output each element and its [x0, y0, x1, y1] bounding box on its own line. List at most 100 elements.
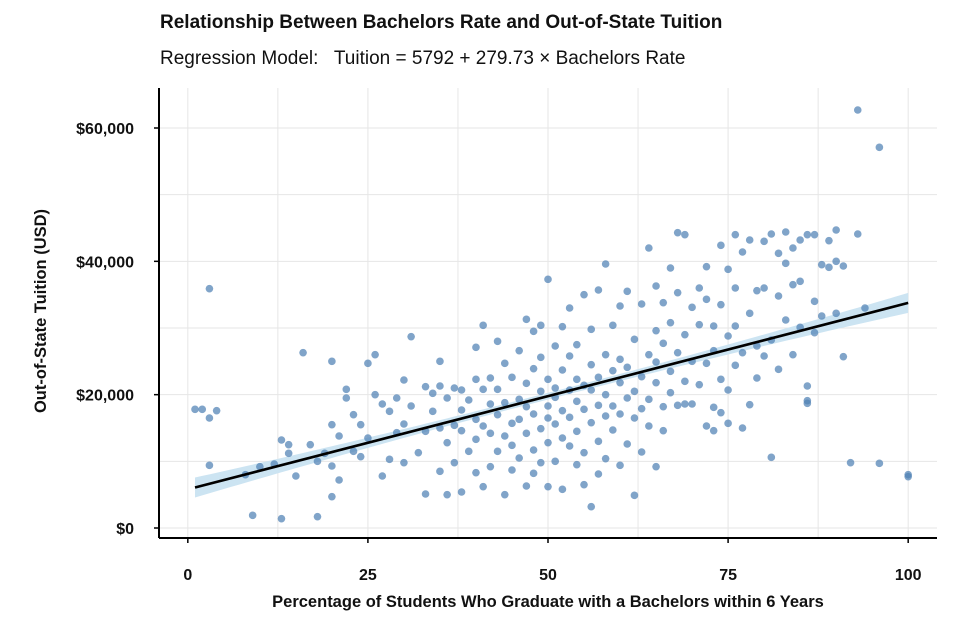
data-point — [767, 230, 776, 238]
data-point — [306, 440, 315, 449]
data-point — [536, 387, 545, 396]
data-point — [529, 469, 538, 478]
data-point — [659, 402, 668, 411]
y-axis-ticks: $0 $20,000 $40,000 $60,000 — [76, 121, 159, 538]
data-point — [753, 342, 761, 350]
data-point — [313, 512, 322, 521]
y-tick-label: $20,000 — [76, 388, 134, 405]
data-point — [544, 275, 552, 284]
data-point — [522, 429, 531, 438]
data-point — [702, 295, 711, 304]
data-point — [551, 342, 560, 350]
data-point — [457, 426, 466, 435]
data-point — [652, 282, 660, 290]
data-point — [724, 265, 732, 274]
data-point — [601, 454, 610, 463]
data-point — [861, 304, 869, 312]
data-point — [659, 426, 668, 435]
data-point — [609, 426, 617, 434]
data-point — [299, 348, 307, 357]
data-point — [522, 482, 531, 490]
data-point — [486, 429, 495, 438]
data-point — [493, 447, 502, 456]
data-point — [817, 312, 826, 320]
data-point — [558, 406, 567, 415]
data-point — [515, 415, 523, 424]
data-point — [594, 437, 603, 446]
data-point — [803, 399, 812, 408]
data-point — [436, 467, 444, 476]
data-point — [738, 348, 747, 357]
data-point — [594, 401, 603, 410]
data-point — [464, 396, 473, 404]
data-point — [364, 434, 372, 442]
data-point — [832, 309, 840, 318]
data-point — [392, 394, 401, 402]
data-point — [875, 143, 884, 152]
data-point — [573, 427, 581, 436]
data-point — [637, 404, 646, 413]
data-point — [544, 482, 552, 491]
data-point — [515, 346, 523, 355]
data-point — [558, 366, 567, 374]
data-point — [493, 385, 502, 394]
data-point — [328, 492, 336, 501]
data-point — [349, 410, 358, 419]
data-point — [666, 367, 675, 376]
data-point — [738, 248, 747, 256]
data-point — [695, 284, 704, 292]
data-point — [479, 321, 487, 330]
data-point — [717, 375, 725, 384]
data-point — [443, 490, 451, 499]
data-point — [616, 410, 624, 418]
data-point — [580, 405, 588, 414]
data-point — [472, 468, 480, 477]
data-point — [789, 280, 797, 289]
data-point — [637, 372, 646, 381]
data-point — [198, 405, 207, 414]
data-point — [378, 472, 387, 480]
data-point — [846, 458, 855, 467]
data-point — [673, 348, 682, 357]
data-point — [536, 424, 545, 433]
data-point — [601, 350, 610, 359]
data-point — [760, 284, 768, 292]
data-point — [544, 402, 552, 410]
data-point — [436, 424, 444, 432]
data-point — [681, 377, 689, 386]
data-point — [544, 414, 552, 422]
data-point — [400, 376, 408, 384]
y-tick-label: $40,000 — [76, 254, 134, 271]
data-point — [609, 366, 617, 375]
data-point — [414, 448, 423, 457]
data-point — [796, 277, 804, 286]
data-point — [544, 375, 552, 384]
data-point — [536, 321, 545, 330]
data-point — [774, 249, 783, 258]
data-point — [522, 402, 531, 411]
data-point — [709, 426, 718, 435]
data-point — [385, 407, 394, 416]
data-point — [630, 491, 639, 500]
data-point — [645, 422, 653, 430]
data-point — [688, 400, 696, 408]
x-tick-label: 75 — [719, 567, 737, 584]
data-point — [400, 420, 408, 428]
data-point — [616, 302, 624, 310]
y-axis-label: Out-of-State Tuition (USD) — [32, 209, 50, 413]
data-point — [573, 397, 581, 406]
y-tick-label: $60,000 — [76, 121, 134, 138]
data-point — [609, 321, 617, 330]
data-point — [428, 407, 437, 416]
data-point — [472, 343, 480, 352]
data-point — [616, 461, 624, 470]
data-point — [479, 422, 487, 430]
data-point — [573, 340, 581, 349]
data-point — [407, 332, 415, 341]
data-point — [400, 458, 408, 467]
data-point — [652, 378, 660, 387]
data-point — [522, 315, 531, 324]
data-point — [630, 414, 639, 422]
data-point — [385, 455, 394, 464]
data-point — [587, 418, 596, 427]
